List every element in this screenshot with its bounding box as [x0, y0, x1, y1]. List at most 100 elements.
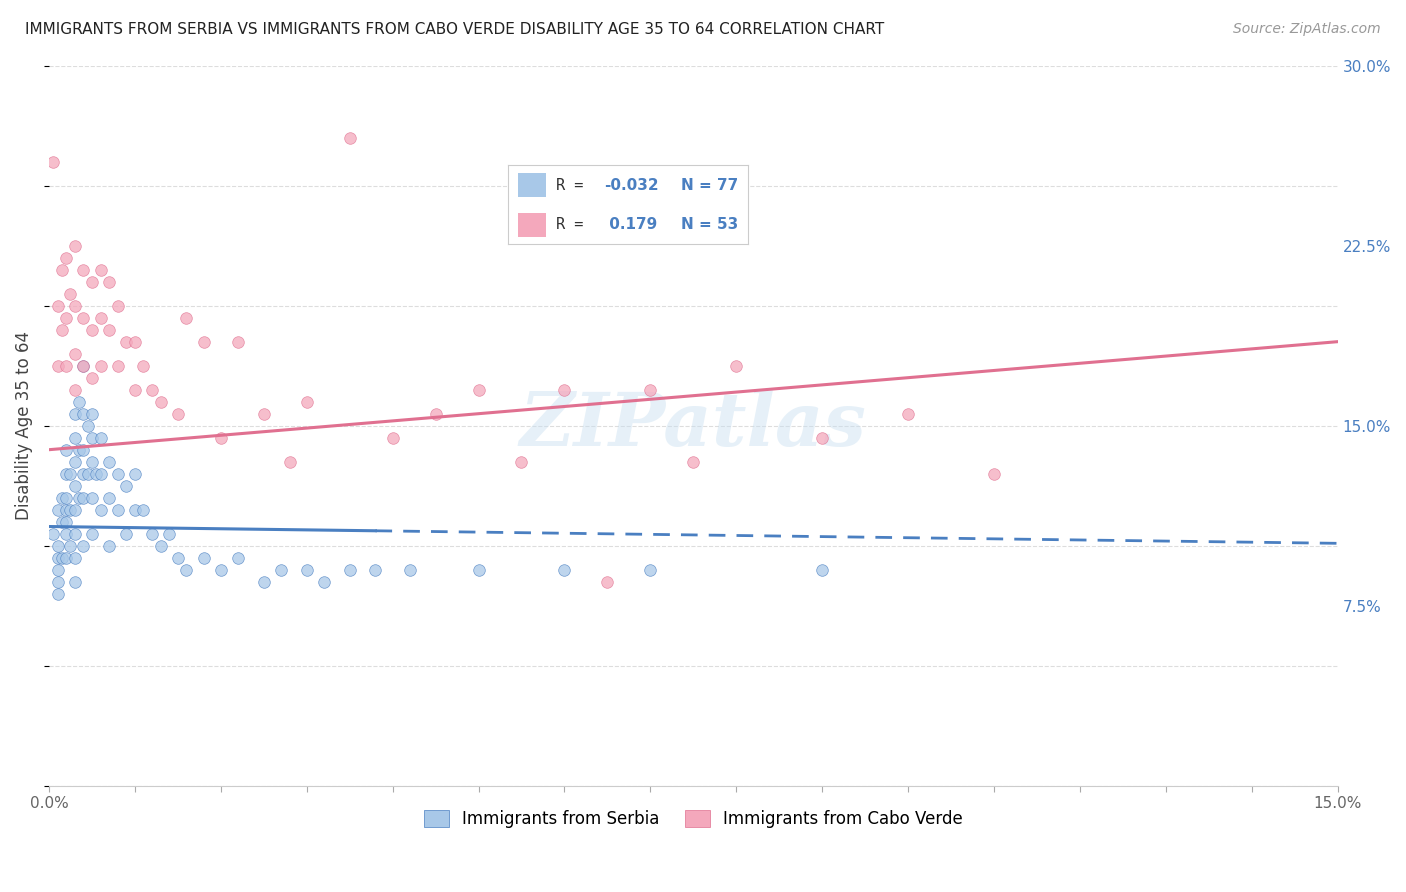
Text: IMMIGRANTS FROM SERBIA VS IMMIGRANTS FROM CABO VERDE DISABILITY AGE 35 TO 64 COR: IMMIGRANTS FROM SERBIA VS IMMIGRANTS FRO…	[25, 22, 884, 37]
Point	[176, 310, 198, 325]
Point	[80, 526, 103, 541]
Point	[80, 275, 103, 289]
Point	[209, 563, 232, 577]
Point	[55, 310, 77, 325]
Point	[63, 299, 86, 313]
Point	[897, 407, 920, 421]
Point	[51, 491, 73, 505]
Point	[398, 563, 420, 577]
Point	[80, 431, 103, 445]
Text: 0.179: 0.179	[605, 217, 657, 232]
Text: -0.032: -0.032	[605, 178, 658, 193]
Point	[63, 431, 86, 445]
Point	[115, 334, 138, 349]
Y-axis label: Disability Age 35 to 64: Disability Age 35 to 64	[15, 331, 32, 520]
Text: Source: ZipAtlas.com: Source: ZipAtlas.com	[1233, 22, 1381, 37]
Point	[124, 334, 146, 349]
Point	[98, 491, 121, 505]
Point	[381, 431, 404, 445]
Point	[63, 346, 86, 360]
Point	[55, 491, 77, 505]
FancyBboxPatch shape	[517, 173, 547, 197]
Point	[553, 383, 575, 397]
Point	[339, 563, 361, 577]
Point	[55, 467, 77, 481]
Point	[51, 262, 73, 277]
Point	[98, 455, 121, 469]
Point	[63, 479, 86, 493]
Point	[72, 539, 94, 553]
Text: N = 53: N = 53	[681, 217, 738, 232]
Point	[55, 550, 77, 565]
Point	[425, 407, 447, 421]
Point	[55, 515, 77, 529]
Point	[983, 467, 1005, 481]
Point	[51, 550, 73, 565]
Point	[72, 407, 94, 421]
Point	[89, 359, 111, 373]
Point	[124, 467, 146, 481]
Point	[89, 431, 111, 445]
Point	[115, 526, 138, 541]
Point	[72, 310, 94, 325]
Point	[46, 502, 69, 516]
Point	[72, 442, 94, 457]
Point	[124, 502, 146, 516]
Point	[132, 359, 155, 373]
Point	[209, 431, 232, 445]
Point	[46, 563, 69, 577]
Point	[72, 262, 94, 277]
Point	[89, 310, 111, 325]
Point	[59, 539, 82, 553]
Point	[132, 502, 155, 516]
Point	[467, 383, 489, 397]
Legend: Immigrants from Serbia, Immigrants from Cabo Verde: Immigrants from Serbia, Immigrants from …	[418, 804, 969, 835]
Point	[46, 574, 69, 589]
Point	[253, 574, 276, 589]
Point	[63, 238, 86, 252]
Point	[640, 383, 662, 397]
Point	[141, 383, 163, 397]
Point	[226, 334, 249, 349]
Text: R =: R =	[555, 217, 592, 232]
Point	[76, 467, 98, 481]
Point	[193, 550, 215, 565]
Point	[811, 563, 834, 577]
Point	[42, 154, 65, 169]
Point	[166, 550, 188, 565]
Point	[63, 455, 86, 469]
Point	[253, 407, 276, 421]
Point	[46, 539, 69, 553]
Point	[59, 467, 82, 481]
Point	[89, 467, 111, 481]
Point	[63, 502, 86, 516]
Point	[226, 550, 249, 565]
Text: N = 77: N = 77	[681, 178, 738, 193]
Point	[89, 502, 111, 516]
Point	[80, 370, 103, 384]
Point	[115, 479, 138, 493]
Point	[640, 563, 662, 577]
Point	[295, 394, 318, 409]
Point	[67, 491, 90, 505]
Point	[55, 526, 77, 541]
Point	[46, 587, 69, 601]
Point	[59, 286, 82, 301]
Point	[80, 455, 103, 469]
Point	[63, 574, 86, 589]
Point	[42, 526, 65, 541]
Point	[339, 130, 361, 145]
Point	[63, 407, 86, 421]
Point	[364, 563, 387, 577]
Point	[98, 275, 121, 289]
Point	[107, 502, 129, 516]
Point	[124, 383, 146, 397]
Point	[193, 334, 215, 349]
Point	[46, 299, 69, 313]
Point	[270, 563, 292, 577]
Point	[80, 323, 103, 337]
Point	[89, 262, 111, 277]
Text: R =: R =	[555, 178, 592, 193]
Point	[51, 515, 73, 529]
Point	[84, 467, 107, 481]
